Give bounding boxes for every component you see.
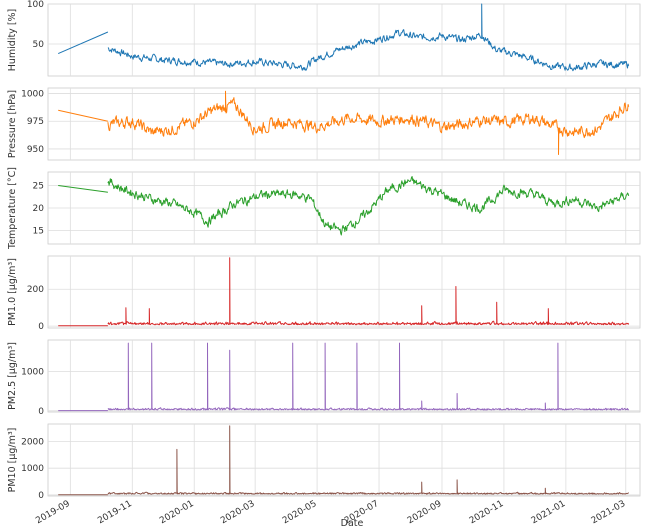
y-tick-label: 0 [38, 491, 44, 501]
panel-humidity: 50 100 Humidity [%] [7, 0, 641, 77]
series-line-humidity-1 [107, 3, 630, 72]
x-tick-label: 2019-11 [96, 499, 134, 526]
y-axis-label: Temperature [°C] [7, 167, 18, 250]
y-tick-label: 200 [27, 285, 44, 295]
series-line-pm10-1 [107, 425, 630, 495]
x-tick-label: 2020-03 [219, 499, 257, 526]
y-tick-label: 25 [33, 182, 44, 192]
plot-area [47, 255, 641, 329]
series-line-pm25-1 [107, 342, 630, 411]
x-tick-label: 2019-09 [34, 499, 72, 527]
panel-pm1: 0 200 PM1.0 [μg/m³] [7, 255, 641, 332]
x-axis-label: Date [341, 518, 364, 529]
y-tick-label: 15 [33, 227, 44, 237]
x-tick-label: 2020-05 [281, 499, 319, 526]
y-axis-label: Humidity [%] [7, 9, 18, 72]
x-tick-label: 2020-11 [468, 499, 506, 526]
x-tick-label: 2021-03 [590, 499, 628, 526]
y-tick-label: 0 [38, 322, 44, 332]
series-line-pressure-1 [107, 90, 630, 155]
series-line-temperature-1 [107, 176, 630, 236]
x-tick-label: 2020-09 [406, 499, 444, 527]
panel-temperature: 15 20 25 Temperature [°C] [7, 167, 641, 250]
y-tick-label: 50 [33, 40, 45, 50]
plot-area [47, 3, 641, 77]
y-axis-label: Pressure [hPa] [7, 90, 18, 158]
x-tick-label: 2020-01 [158, 499, 196, 526]
y-tick-label: 2000 [21, 437, 44, 447]
series-line-pm1-1 [107, 257, 630, 326]
y-axis-label: PM1.0 [μg/m³] [7, 258, 18, 326]
series-line-humidity-0 [58, 31, 109, 55]
y-tick-label: 1000 [21, 90, 44, 100]
plot-area [47, 87, 641, 161]
y-tick-label: 1000 [21, 464, 44, 474]
series-line-temperature-0 [58, 185, 108, 193]
x-tick-label: 2021-01 [530, 499, 568, 526]
y-tick-label: 1000 [21, 367, 44, 377]
y-tick-label: 950 [27, 145, 44, 155]
plot-area [47, 339, 641, 413]
plot-area [47, 423, 641, 497]
y-axis-label: PM2.5 [μg/m³] [7, 342, 18, 410]
y-tick-label: 20 [33, 204, 45, 214]
y-tick-label: 975 [27, 117, 44, 127]
y-tick-label: 0 [38, 407, 44, 417]
y-axis-label: PM10 [μg/m³] [7, 428, 18, 493]
y-tick-label: 100 [27, 0, 44, 10]
series-line-pressure-0 [58, 109, 109, 122]
